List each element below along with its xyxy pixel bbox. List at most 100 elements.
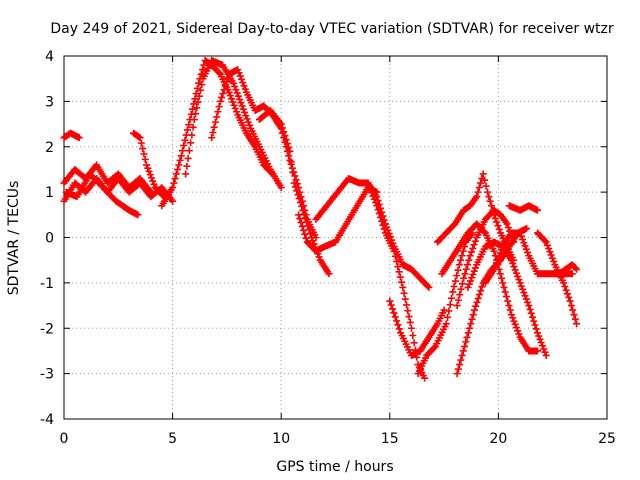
data-point <box>404 307 412 315</box>
data-point <box>185 121 193 129</box>
data-point <box>524 298 532 306</box>
data-point <box>535 332 543 340</box>
x-tick-label: 0 <box>60 431 69 447</box>
data-point <box>136 134 144 142</box>
data-point <box>498 246 506 254</box>
series-track-9 <box>255 106 333 278</box>
data-point <box>453 370 461 378</box>
data-point <box>145 167 153 175</box>
data-point <box>299 206 307 214</box>
data-point <box>135 133 143 141</box>
data-point <box>179 147 187 155</box>
y-tick-label: 1 <box>45 185 54 201</box>
series-track-14 <box>414 229 476 378</box>
data-point <box>515 330 523 338</box>
data-point <box>225 88 233 96</box>
series-track-3 <box>60 161 155 196</box>
data-point <box>460 274 468 282</box>
series-track-13 <box>386 297 448 359</box>
data-point <box>211 118 219 126</box>
data-point <box>219 90 227 98</box>
data-point <box>565 293 573 301</box>
data-point <box>237 75 245 83</box>
data-point <box>396 273 404 281</box>
data-point <box>244 118 252 126</box>
data-point <box>467 320 475 328</box>
data-point <box>449 288 457 296</box>
data-point <box>514 327 522 335</box>
series-track-21 <box>505 202 541 214</box>
data-point <box>218 93 226 101</box>
data-point <box>137 139 145 147</box>
data-point <box>533 206 541 214</box>
data-point <box>468 315 476 323</box>
data-point <box>146 171 154 179</box>
data-point <box>487 202 495 210</box>
data-point <box>512 269 520 277</box>
data-point <box>496 270 504 278</box>
data-point <box>234 66 242 74</box>
series-track-4 <box>62 170 142 219</box>
data-point <box>215 69 223 77</box>
data-point <box>470 267 478 275</box>
data-point <box>570 311 578 319</box>
data-point <box>502 292 510 300</box>
data-point <box>536 335 544 343</box>
data-point <box>190 116 198 124</box>
data-point <box>469 270 477 278</box>
data-point <box>451 277 459 285</box>
data-point <box>547 251 555 259</box>
data-point <box>504 297 512 305</box>
data-point <box>169 184 177 192</box>
data-point <box>568 270 576 278</box>
data-point <box>285 143 293 151</box>
x-tick-label: 10 <box>272 431 290 447</box>
data-point <box>473 298 481 306</box>
data-point <box>459 347 467 355</box>
data-point <box>379 221 387 229</box>
data-point <box>174 165 182 173</box>
data-point <box>461 342 469 350</box>
data-point <box>545 245 553 253</box>
data-point <box>550 257 558 265</box>
data-point <box>457 356 465 364</box>
data-point <box>171 175 179 183</box>
data-point <box>139 145 147 153</box>
data-point <box>390 309 398 317</box>
data-point <box>569 306 577 314</box>
data-point <box>472 302 480 310</box>
data-point <box>457 285 465 293</box>
data-point <box>387 301 395 309</box>
data-point <box>175 161 183 169</box>
series-track-7 <box>182 57 285 192</box>
data-point <box>150 180 158 188</box>
data-point <box>233 108 241 116</box>
data-point <box>498 274 506 282</box>
data-point <box>393 257 401 265</box>
data-point <box>229 98 237 106</box>
data-point <box>459 247 467 255</box>
data-point <box>233 89 241 97</box>
data-point <box>297 219 305 227</box>
data-point <box>454 296 462 304</box>
data-point <box>505 302 513 310</box>
data-point <box>491 214 499 222</box>
data-point <box>398 278 406 286</box>
data-point <box>490 247 498 255</box>
data-point <box>493 259 501 267</box>
data-point <box>246 121 254 129</box>
data-point <box>177 152 185 160</box>
data-point <box>386 297 394 305</box>
data-point <box>479 170 487 178</box>
data-point <box>475 184 483 192</box>
data-point <box>391 313 399 321</box>
data-point <box>287 158 295 166</box>
data-point <box>543 241 551 249</box>
data-point <box>300 226 308 234</box>
data-point <box>290 179 298 187</box>
data-point <box>399 283 407 291</box>
data-point <box>510 317 518 325</box>
data-point <box>465 256 473 264</box>
